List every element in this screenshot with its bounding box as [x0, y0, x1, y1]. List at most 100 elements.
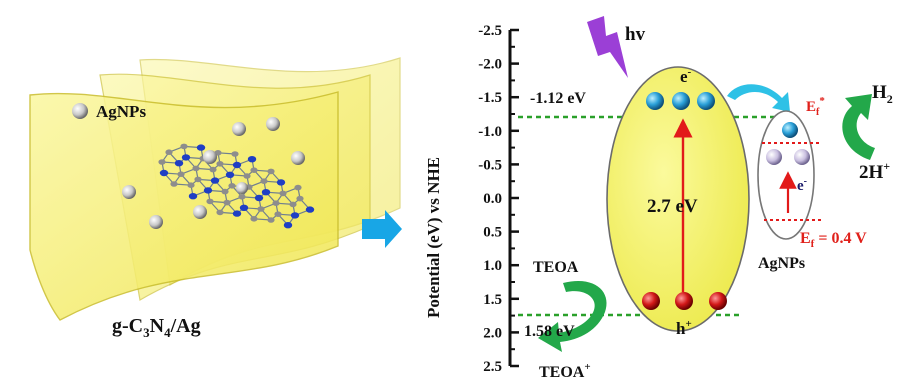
carbon-atom: [216, 161, 224, 167]
nitrogen-atom: [181, 154, 191, 161]
electron: [697, 92, 715, 110]
cb-potential-label: -1.12 eV: [530, 90, 586, 107]
nitrogen-atom: [225, 171, 235, 178]
axis-tick-label: 1.0: [483, 258, 502, 274]
carbon-atom: [180, 143, 188, 150]
ef-star-label: Ef*: [806, 95, 825, 118]
nitrogen-atom: [305, 206, 315, 213]
axis-tick-label: -2.5: [478, 23, 502, 39]
carbon-atom: [170, 181, 178, 187]
axis-tick-label: -0.5: [478, 157, 502, 173]
nitrogen-atom: [188, 193, 198, 200]
agnp-legend-icon: [72, 103, 88, 119]
nitrogen-atom: [247, 156, 257, 163]
carbon-atom: [231, 151, 239, 157]
carbon-atom: [223, 199, 231, 206]
agnp-particles: [122, 117, 305, 229]
agnp-particle: [266, 117, 280, 131]
hole: [675, 292, 693, 310]
carbon-atom: [177, 171, 185, 177]
carbon-atom: [267, 168, 275, 175]
carbon-atom: [192, 165, 200, 172]
carbon-atom: [279, 190, 287, 197]
teoa-plus-label: TEOA+: [539, 361, 591, 381]
sheet-layer-front: [29, 91, 339, 321]
carbon-atom: [194, 176, 202, 183]
agnp-silver-atom: [794, 149, 810, 165]
carbon-atom: [274, 211, 282, 217]
carbon-atom: [158, 159, 166, 165]
nitrogen-atom: [159, 169, 169, 177]
nitrogen-atom: [239, 204, 249, 211]
h-plus-label: 2H+: [859, 159, 890, 183]
carbon-atom: [250, 167, 258, 173]
electron-transfer-arrow: [727, 84, 790, 112]
axis-tick-label: -1.0: [478, 124, 502, 140]
axis-tick-label: 2.5: [483, 359, 502, 375]
light-bolt-icon: [587, 16, 628, 78]
carbon-atom: [228, 183, 236, 189]
agnp-legend: AgNPs: [72, 102, 146, 121]
carbon-atom: [260, 178, 268, 184]
agnp-silver-atom: [766, 149, 782, 165]
nitrogen-atom: [232, 210, 242, 217]
carbon-atom: [165, 149, 173, 155]
nitrogen-atom: [283, 222, 293, 229]
nitrogen-atom: [261, 189, 271, 196]
transition-arrow: [362, 210, 402, 248]
agnp-particle: [193, 205, 207, 219]
carbon-atom: [257, 206, 265, 212]
carbon-atom: [250, 216, 258, 222]
axis-tick-label: 0.5: [483, 225, 502, 241]
carbon-atom: [206, 198, 214, 205]
carbon-atom: [187, 182, 195, 188]
light-label: hv: [625, 24, 646, 45]
composite-caption: g-C3N4/Ag: [112, 315, 201, 340]
carbon-atom: [296, 195, 304, 202]
nitrogen-atom: [290, 212, 300, 219]
vb-potential-label: 1.58 eV: [524, 323, 575, 340]
h2-product-label: H2: [872, 82, 893, 106]
teoa-label: TEOA: [533, 259, 579, 276]
h2-evolution-arrow: [842, 94, 875, 160]
nitrogen-atom: [196, 144, 206, 151]
carbon-atom: [289, 201, 297, 208]
agnp-particle: [291, 151, 305, 165]
electron-label: e-: [680, 66, 692, 86]
axis-tick-label: 1.5: [483, 292, 502, 308]
electron: [672, 92, 690, 110]
agnp-particle: [203, 150, 217, 164]
agnp-particle: [232, 122, 246, 136]
gcn-sheet-stack: [29, 57, 401, 321]
hole-label: h+: [676, 318, 692, 338]
carbon-atom: [209, 166, 217, 173]
teoa-oxidation-arrow: [538, 280, 607, 352]
agnp-particle: [122, 185, 136, 199]
agnp-electron-label: e-: [797, 176, 807, 194]
nitrogen-atom: [232, 161, 242, 169]
nitrogen-atom: [254, 194, 264, 202]
agnp-electron: [782, 122, 798, 138]
potential-axis: -2.5 -2.0 -1.5 -1.0 -0.5 0.0 0.5 1.0 1.5 2.0 2.5: [478, 23, 519, 375]
agnp-label: AgNPs: [758, 255, 805, 272]
electron: [646, 92, 664, 110]
axis-label: Potential (eV) vs NHE: [424, 157, 443, 318]
hole: [709, 292, 727, 310]
carbon-atom: [216, 209, 224, 216]
gcn-band-ellipse: [606, 66, 750, 332]
carbon-atom: [238, 194, 246, 200]
nitrogen-atom: [276, 179, 286, 186]
carbon-atom: [267, 217, 275, 223]
carbon-atom: [243, 173, 251, 179]
axis-tick-label: -1.5: [478, 90, 502, 106]
nitrogen-atom: [174, 160, 184, 167]
axis-tick-label: 0.0: [483, 191, 502, 207]
carbon-atom: [294, 184, 302, 191]
nitrogen-atom: [210, 177, 220, 184]
band-gap-label: 2.7 eV: [647, 196, 698, 217]
agnp-particle: [236, 182, 248, 194]
axis-tick-label: 2.0: [483, 325, 502, 341]
ef-label: Ef = 0.4 V: [800, 230, 867, 250]
carbon-atom: [221, 188, 229, 195]
